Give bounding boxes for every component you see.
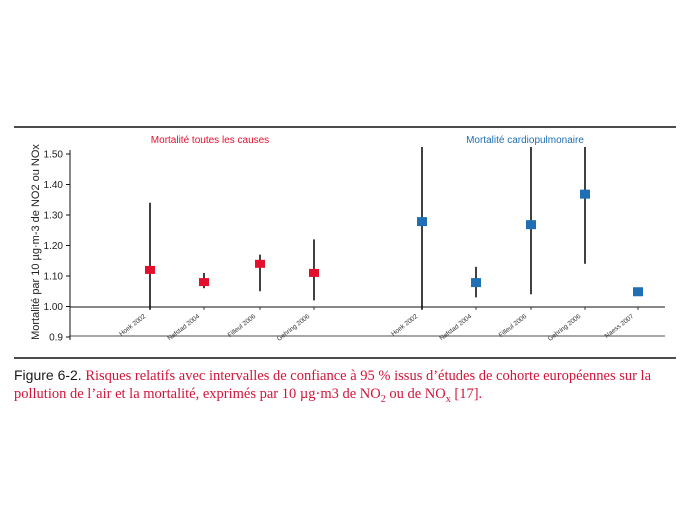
y-tick-label: 1.30 bbox=[44, 211, 64, 222]
data-point bbox=[417, 217, 427, 227]
y-tick-label: 1.50 bbox=[44, 150, 64, 161]
x-labels: Hoek 2002 Nafstad 2004 Filleul 2006 Gehring… bbox=[118, 307, 639, 343]
x-tick-label: Gehring 2006 bbox=[547, 313, 583, 343]
x-tick-label: Hoek 2002 bbox=[390, 313, 419, 338]
data-point bbox=[526, 220, 536, 230]
x-tick-label: Filleul 2006 bbox=[498, 313, 529, 339]
x-tick-label: Nafstad 2004 bbox=[438, 313, 473, 343]
group-title-cardio: Mortalité cardiopulmonaire bbox=[466, 135, 584, 146]
data-point bbox=[145, 265, 155, 274]
y-tick-label: 1.20 bbox=[44, 241, 64, 252]
x-tick-label: Hoek 2002 bbox=[118, 313, 147, 338]
x-tick-label: Gehring 2006 bbox=[276, 313, 312, 343]
y-tick-label: 1.00 bbox=[44, 302, 64, 313]
figure-number: Figure 6-2. bbox=[14, 367, 82, 383]
caption-text-2: ou de NO bbox=[385, 386, 446, 402]
figure-caption: Figure 6-2. Risques relatifs avec interv… bbox=[14, 366, 674, 409]
x-tick-label: Nafstad 2004 bbox=[166, 313, 201, 343]
data-point bbox=[580, 189, 590, 199]
data-marks bbox=[145, 147, 643, 310]
caption-sub-1: 2 bbox=[380, 393, 386, 405]
y-axis-label: Mortalité par 10 µg·m-3 de NO2 ou NOx bbox=[30, 144, 42, 340]
y-ticks: 0.9 1.00 1.10 1.20 1.30 1.40 1.50 bbox=[44, 150, 70, 344]
y-tick-label: 1.10 bbox=[44, 272, 64, 283]
x-tick-label: Filleul 2006 bbox=[227, 313, 258, 339]
y-tick-label: 1.40 bbox=[44, 180, 64, 191]
caption-text-1: Risques relatifs avec intervalles de con… bbox=[14, 368, 652, 402]
data-point bbox=[199, 278, 209, 287]
data-point bbox=[633, 287, 643, 297]
caption-sub-2: x bbox=[445, 393, 451, 405]
caption-text-3: [17]. bbox=[450, 386, 483, 402]
data-point bbox=[471, 278, 481, 288]
data-point bbox=[309, 268, 319, 277]
group-title-all-cause: Mortalité toutes les causes bbox=[151, 135, 269, 146]
y-tick-label: 0.9 bbox=[49, 333, 63, 344]
data-point bbox=[255, 259, 265, 268]
